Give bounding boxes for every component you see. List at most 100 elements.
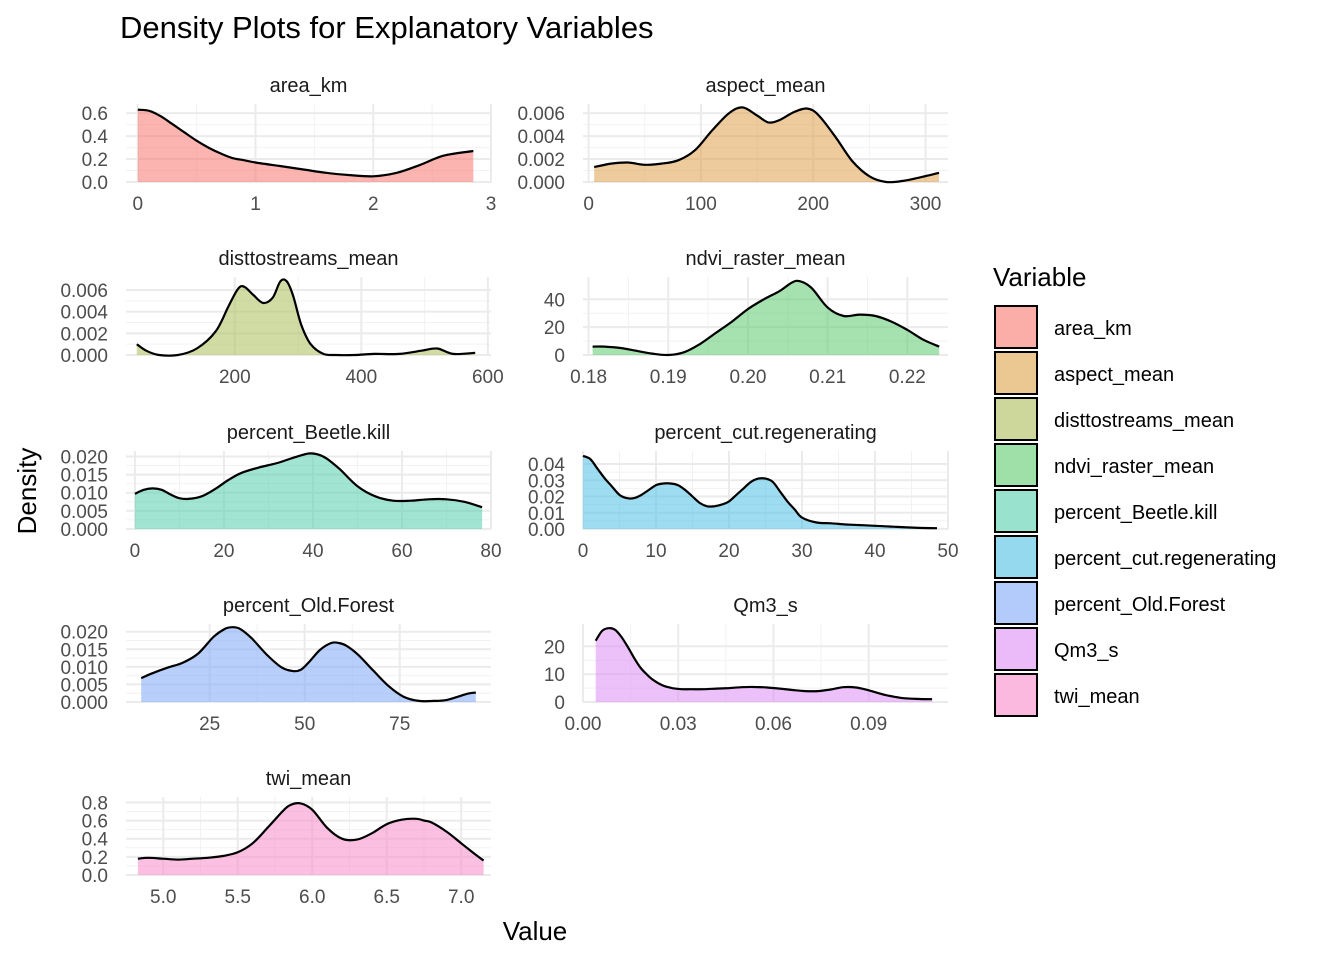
x-tick-label: 600 (472, 367, 504, 388)
x-tick-label: 0.09 (850, 714, 887, 735)
x-tick-label: 7.0 (448, 887, 474, 908)
x-tick-label: 20 (213, 541, 234, 562)
strip-label: disttostreams_mean (218, 248, 398, 270)
density-area-aspect_mean (594, 107, 939, 183)
y-tick-label: 0.004 (60, 303, 108, 324)
panel-percent_cut.regenerating: 0 10 20 30 40 50 0.000.010.020.030.04 percent_c… (528, 422, 959, 562)
legend-label: percent_Old.Forest (1054, 594, 1226, 616)
legend-label: disttostreams_mean (1054, 410, 1234, 432)
legend-swatch (994, 581, 1038, 625)
y-tick-label: 0.020 (60, 623, 108, 644)
x-tick-label: 0 (583, 194, 594, 215)
y-tick-label: 0.2 (82, 150, 108, 171)
legend-label: ndvi_raster_mean (1054, 456, 1214, 478)
x-tick-label: 25 (199, 714, 220, 735)
y-tick-label: 0.6 (82, 812, 108, 833)
legend-title: Variable (993, 262, 1086, 292)
legend-swatch (994, 627, 1038, 671)
density-curve-Qm3_s (594, 626, 933, 701)
legend-label: percent_cut.regenerating (1054, 548, 1276, 570)
y-tick-label: 0.8 (82, 793, 108, 814)
x-tick-label: 40 (302, 541, 323, 562)
strip-label: twi_mean (266, 768, 352, 790)
legend-swatch (994, 443, 1038, 487)
x-tick-label: 0 (578, 541, 589, 562)
y-tick-label: 0.000 (60, 693, 108, 714)
density-area-Qm3_s (595, 628, 933, 702)
y-tick-label: 0.0 (82, 866, 108, 887)
y-tick-label: 0.000 (60, 346, 108, 367)
y-tick-label: 0.04 (528, 455, 565, 476)
density-curve-area_km (137, 108, 474, 178)
y-tick-label: 0.03 (528, 471, 565, 492)
x-tick-label: 200 (797, 194, 829, 215)
density-curve-percent_cut.regenerating (582, 454, 938, 530)
legend: Variable area_km aspect_mean disttostreams… (993, 262, 1276, 717)
x-tick-label: 50 (937, 541, 958, 562)
density-area-ndvi_raster_mean (592, 280, 940, 356)
y-tick-label: 0.002 (60, 324, 108, 345)
x-tick-label: 6.0 (299, 887, 325, 908)
x-tick-label: 50 (294, 714, 315, 735)
panel-twi_mean: 5.0 5.5 6.0 6.5 7.0 0.00.20.40.60.8 twi_mean (82, 768, 491, 908)
legend-label: Qm3_s (1054, 640, 1118, 662)
y-tick-label: 0.00 (528, 520, 565, 541)
x-tick-label: 0 (132, 194, 143, 215)
y-tick-label: 0.000 (60, 520, 108, 541)
strip-label: aspect_mean (705, 75, 825, 97)
strip-label: area_km (270, 75, 348, 97)
x-tick-label: 80 (480, 541, 501, 562)
x-tick-label: 6.5 (374, 887, 400, 908)
panel-ndvi_raster_mean: 0.18 0.19 0.20 0.21 0.22 0 20 40 ndvi_raster_mea… (544, 248, 948, 388)
density-curve-aspect_mean (593, 106, 940, 184)
x-tick-label: 10 (645, 541, 666, 562)
x-tick-label: 400 (345, 367, 377, 388)
density-curve-twi_mean (137, 802, 485, 862)
y-tick-label: 0.2 (82, 848, 108, 869)
y-tick-label: 0.020 (60, 447, 108, 468)
x-tick-label: 200 (219, 367, 251, 388)
density-area-disttostreams_mean (136, 279, 476, 356)
y-tick-label: 0.000 (517, 173, 565, 194)
y-tick-label: 20 (544, 318, 565, 339)
y-tick-label: 0 (554, 693, 565, 714)
y-tick-label: 0.4 (82, 830, 109, 851)
x-tick-label: 0.20 (729, 367, 766, 388)
legend-item: area_km (994, 305, 1132, 349)
x-tick-label: 0.00 (565, 714, 602, 735)
x-tick-label: 100 (685, 194, 717, 215)
x-axis-label: Value (503, 916, 568, 946)
legend-label: twi_mean (1054, 686, 1140, 708)
density-curve-percent_Old.Forest (140, 626, 476, 703)
density-area-percent_Old.Forest (141, 627, 476, 702)
legend-swatch (994, 397, 1038, 441)
legend-item: disttostreams_mean (994, 397, 1234, 441)
y-axis-label: Density (12, 448, 42, 535)
x-tick-label: 300 (910, 194, 942, 215)
legend-swatch (994, 535, 1038, 579)
legend-item: aspect_mean (994, 351, 1174, 395)
x-tick-label: 40 (864, 541, 885, 562)
y-tick-label: 0.005 (60, 502, 108, 523)
y-tick-label: 0 (554, 346, 565, 367)
x-tick-label: 0.06 (755, 714, 792, 735)
density-area-percent_cut.regenerating (583, 455, 937, 529)
y-tick-label: 0.4 (82, 127, 109, 148)
y-tick-label: 0.004 (517, 127, 565, 148)
legend-label: percent_Beetle.kill (1054, 502, 1217, 524)
x-tick-label: 0.21 (809, 367, 846, 388)
chart-title: Density Plots for Explanatory Variables (120, 10, 654, 45)
legend-swatch (994, 489, 1038, 533)
x-tick-label: 20 (718, 541, 739, 562)
x-tick-label: 3 (486, 194, 497, 215)
density-area-area_km (137, 109, 474, 182)
legend-item: percent_Beetle.kill (994, 489, 1217, 533)
y-tick-label: 0.006 (60, 281, 108, 302)
x-tick-label: 30 (791, 541, 812, 562)
legend-item: percent_Old.Forest (994, 581, 1226, 625)
density-curve-disttostreams_mean (136, 278, 476, 357)
y-tick-label: 0.010 (60, 658, 108, 679)
x-tick-label: 60 (391, 541, 412, 562)
y-tick-label: 0.010 (60, 484, 108, 505)
